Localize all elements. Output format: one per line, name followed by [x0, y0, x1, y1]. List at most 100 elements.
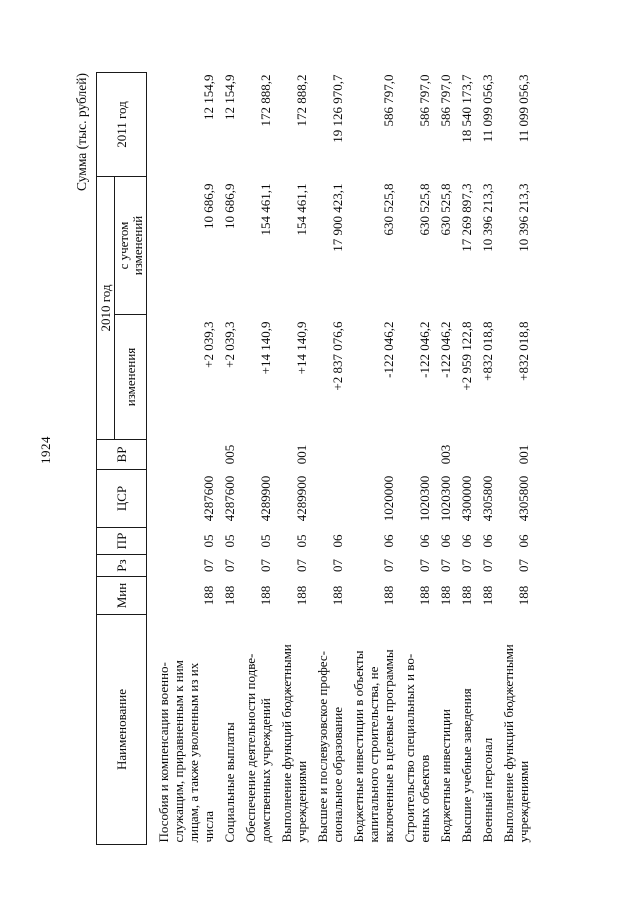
min-code-cell: 188: [258, 585, 273, 606]
with-change-value-cell: 10 686,9: [201, 183, 216, 230]
units-note: Сумма (тыс. рублей): [74, 73, 89, 191]
vr-code-cell: 003: [438, 444, 453, 465]
pr-code-cell: 06: [381, 534, 396, 548]
year-2011-value-cell: 19 126 970,7: [330, 74, 345, 143]
with-change-value-cell: 17 900 423,1: [330, 183, 345, 252]
rz-code-cell: 07: [330, 559, 345, 572]
pr-code-cell: 05: [222, 534, 237, 548]
table-row: Пособия и компенсации военно- служащим, …: [147, 73, 217, 845]
col-header-with-changes: с учетом изменений: [114, 176, 147, 315]
name-cell: Бюджетные инвестиции: [438, 709, 453, 843]
vr-code-cell: [147, 440, 217, 470]
change-value-cell: -122 046,2: [381, 321, 396, 378]
min-code-cell: 188: [381, 585, 396, 606]
with-change-value-cell: 630 525,8: [438, 183, 453, 236]
year-2011-value-cell: 586 797,0: [381, 74, 396, 127]
col-header-vr: ВР: [96, 439, 147, 470]
table-row: Выполнение функций бюджетными учреждения…: [495, 73, 531, 845]
min-code-cell: 188: [330, 585, 345, 606]
rz-code-cell: 07: [417, 559, 432, 572]
table-row: Обеспечение деятельности подве- домствен…: [237, 73, 273, 845]
vr-code-cell: [453, 440, 474, 470]
table-row: Социальные выплаты 188 07 05 4287600 005 +2 03…: [216, 73, 237, 845]
table-row: Высшее и послевузовское профес- сиональн…: [309, 73, 345, 845]
csr-code-cell: 4300000: [459, 475, 474, 522]
table-row: Военный персонал 188 07 06 4305800 +832 018,8…: [474, 73, 495, 845]
col-header-csr: ЦСР: [96, 469, 147, 528]
rz-code-cell: 07: [516, 559, 531, 572]
pr-code-cell: 05: [294, 534, 309, 548]
min-code-cell: 188: [294, 585, 309, 606]
change-value-cell: +832 018,8: [480, 321, 495, 381]
min-code-cell: 188: [438, 585, 453, 606]
year-2011-value-cell: 586 797,0: [438, 74, 453, 127]
min-code-cell: 188: [417, 585, 432, 606]
col-header-2011: 2011 год: [96, 72, 147, 177]
csr-code-cell: 4305800: [480, 475, 495, 522]
table-body: Пособия и компенсации военно- служащим, …: [147, 73, 531, 845]
vr-code-cell: [474, 440, 495, 470]
with-change-value-cell: 10 396 213,3: [516, 183, 531, 252]
min-code-cell: 188: [201, 585, 216, 606]
with-change-value-cell: 10 396 213,3: [480, 183, 495, 252]
budget-table: Наименование Мин Рз ПР ЦСР ВР 2010 год 2…: [96, 72, 531, 845]
col-header-changes: изменения: [114, 314, 147, 440]
year-2011-value-cell: 18 540 173,7: [459, 74, 474, 143]
with-change-value-cell: 154 461,1: [294, 183, 309, 236]
name-cell: Пособия и компенсации военно- служащим, …: [156, 660, 216, 843]
with-change-value-cell: 17 269 897,3: [459, 183, 474, 252]
rz-code-cell: 07: [459, 559, 474, 572]
rz-code-cell: 07: [258, 559, 273, 572]
change-value-cell: +14 140,9: [258, 321, 273, 375]
name-cell: Выполнение функций бюджетными учреждения…: [279, 644, 309, 843]
pr-code-cell: 06: [330, 534, 345, 548]
with-change-value-cell: 10 686,9: [222, 183, 237, 230]
change-value-cell: +832 018,8: [516, 321, 531, 381]
vr-code-cell: [309, 440, 345, 470]
pr-code-cell: 06: [480, 534, 495, 548]
name-cell: Бюджетные инвестиции в объекты капитальн…: [351, 649, 396, 843]
vr-code-cell: 005: [222, 444, 237, 465]
csr-code-cell: 4305800: [516, 475, 531, 522]
pr-code-cell: 05: [201, 534, 216, 548]
pr-code-cell: 06: [516, 534, 531, 548]
name-cell: Высшее и послевузовское профес- сиональн…: [315, 651, 345, 843]
change-value-cell: +14 140,9: [294, 321, 309, 375]
rz-code-cell: 07: [222, 559, 237, 572]
change-value-cell: -122 046,2: [417, 321, 432, 378]
year-2011-value-cell: 12 154,9: [201, 74, 216, 121]
year-2011-value-cell: 172 888,2: [294, 74, 309, 127]
vr-code-cell: [345, 440, 396, 470]
csr-code-cell: 1020300: [417, 475, 432, 522]
table-row: Выполнение функций бюджетными учреждения…: [273, 73, 309, 845]
col-header-min: Мин: [96, 576, 147, 615]
name-cell: Выполнение функций бюджетными учреждения…: [501, 644, 531, 843]
year-2011-value-cell: 586 797,0: [417, 74, 432, 127]
with-change-value-cell: 630 525,8: [417, 183, 432, 236]
min-code-cell: 188: [516, 585, 531, 606]
min-code-cell: 188: [222, 585, 237, 606]
name-cell: Социальные выплаты: [222, 722, 237, 843]
change-value-cell: +2 039,3: [222, 321, 237, 368]
change-value-cell: +2 837 076,6: [330, 321, 345, 391]
vr-code-cell: [237, 440, 273, 470]
change-value-cell: -122 046,2: [438, 321, 453, 378]
table-row: Бюджетные инвестиции 188 07 06 1020300 003 -12…: [432, 73, 453, 845]
change-value-cell: +2 039,3: [201, 321, 216, 368]
name-cell: Обеспечение деятельности подве- домствен…: [243, 653, 273, 843]
col-header-rz: Рз: [96, 554, 147, 577]
csr-code-cell: 4289900: [258, 475, 273, 522]
rz-code-cell: 07: [294, 559, 309, 572]
name-cell: Строительство специальных и во- енных об…: [402, 653, 432, 843]
min-code-cell: 188: [459, 585, 474, 606]
min-code-cell: 188: [480, 585, 495, 606]
vr-code-cell: 001: [516, 444, 531, 465]
csr-code-cell: 4287600: [201, 475, 216, 522]
col-header-2010: 2010 год: [96, 176, 115, 440]
table-row: Бюджетные инвестиции в объекты капитальн…: [345, 73, 396, 845]
name-cell: Военный персонал: [480, 737, 495, 843]
year-2011-value-cell: 12 154,9: [222, 74, 237, 121]
vr-code-cell: [396, 440, 432, 470]
csr-code-cell: 4287600: [222, 475, 237, 522]
